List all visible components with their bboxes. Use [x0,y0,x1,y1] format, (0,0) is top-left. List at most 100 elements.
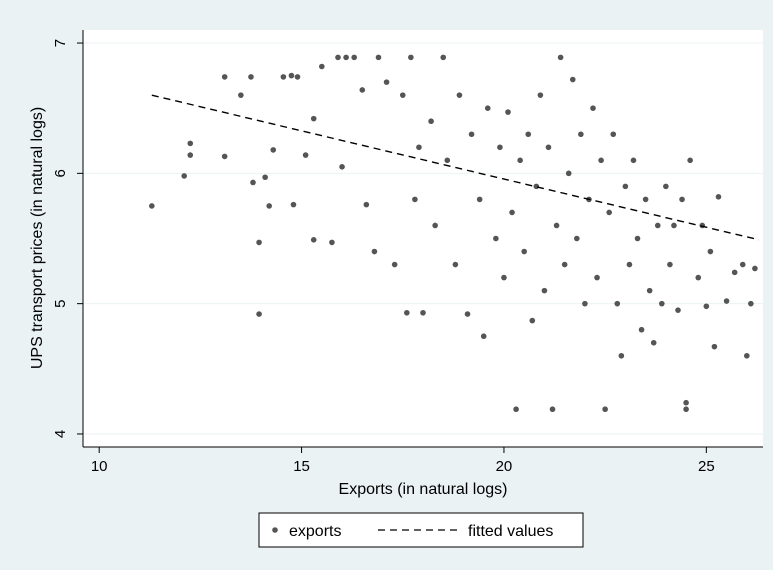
scatter-point [335,54,341,61]
y-tick-label: 7 [52,39,69,47]
scatter-point [529,317,536,324]
scatter-point [497,144,503,151]
scatter-point [630,157,637,164]
scatter-point [468,131,475,138]
scatter-point [663,183,669,190]
scatter-point [610,131,617,138]
scatter-point [383,79,390,85]
scatter-point [638,326,645,333]
legend: exports fitted values [258,512,584,548]
scatter-point [290,201,297,208]
scatter-point [578,131,584,138]
x-tick-label: 10 [91,458,108,475]
scatter-point [187,152,194,158]
scatter-point [654,222,661,229]
scatter-point [614,300,621,307]
scatter-point [594,274,600,281]
scatter-point [256,311,262,317]
scatter-point [363,201,370,208]
scatter-point [187,140,194,147]
scatter-point [484,105,491,111]
fitted-line-layer [151,94,760,241]
scatter-point [679,196,685,203]
scatter-point [416,144,422,151]
scatter-point [288,72,295,79]
scatter-point [238,92,244,98]
scatter-point [642,196,649,203]
scatter-point [505,109,511,115]
scatter-point [659,300,665,307]
scatter-point [650,339,657,346]
y-axis-ticks: 4 5 6 7 [52,39,83,438]
scatter-point [294,74,301,80]
scatter-point [602,406,608,413]
scatter-point [428,118,434,125]
legend-label-exports: exports [289,523,341,540]
scatter-point [752,265,758,272]
scatter-point [221,153,228,160]
scatter-point [404,309,410,316]
scatter-point [339,164,345,170]
scatter-point [731,269,738,276]
scatter-point [622,183,629,190]
scatter-point [250,179,256,186]
scatter-point [509,209,515,216]
scatter-point [521,248,527,255]
y-tick-label: 6 [52,169,69,177]
scatter-point [549,406,556,413]
scatter-point [533,183,540,190]
scatter-point [618,352,625,359]
scatter-point [626,261,633,268]
scatter-point [408,54,414,61]
scatter-point [221,74,228,80]
scatter-point [561,261,568,268]
scatter-point [553,222,560,229]
scatter-point [667,261,673,268]
scatter-point [748,300,754,307]
scatter-point [371,248,378,255]
scatter-point [248,74,254,80]
scatter-point [634,235,641,242]
scatter-point [270,147,277,153]
scatter-point [464,311,471,317]
scatter-point [444,157,451,164]
scatter-point [574,235,580,242]
scatter-point [375,54,382,61]
scatter-point [256,239,262,246]
scatter-point [329,239,335,246]
scatter-point [302,152,309,158]
scatter-point [582,300,588,307]
scatter-point [537,92,544,98]
scatter-point [715,194,722,200]
scatter-point [703,303,710,310]
scatter-point [149,203,155,209]
y-tick-label: 5 [52,299,69,307]
scatter-point [723,298,730,304]
scatter-point [557,54,564,61]
x-tick-label: 25 [698,458,715,475]
x-axis-ticks: 10 15 20 25 [91,447,715,475]
scatter-point [541,287,548,294]
gridlines [83,42,763,435]
fitted-line [151,94,760,241]
scatter-point [262,174,268,181]
scatter-point [310,237,317,243]
scatter-point [598,157,604,164]
scatter-point [343,54,349,61]
scatter-point [513,406,519,413]
scatter-point [687,157,693,164]
scatter-point [266,203,272,209]
scatter-point [476,196,483,203]
scatter-point [707,248,714,255]
scatter-point [310,115,317,122]
scatter-point [391,261,398,268]
y-tick-label: 4 [52,430,69,438]
scatter-point [569,76,576,83]
scatter-point [432,222,438,229]
scatter-point [420,309,426,316]
scatter-point [319,63,325,70]
scatter-point [675,307,681,313]
scatter-point [452,261,459,268]
x-tick-label: 15 [293,458,310,475]
